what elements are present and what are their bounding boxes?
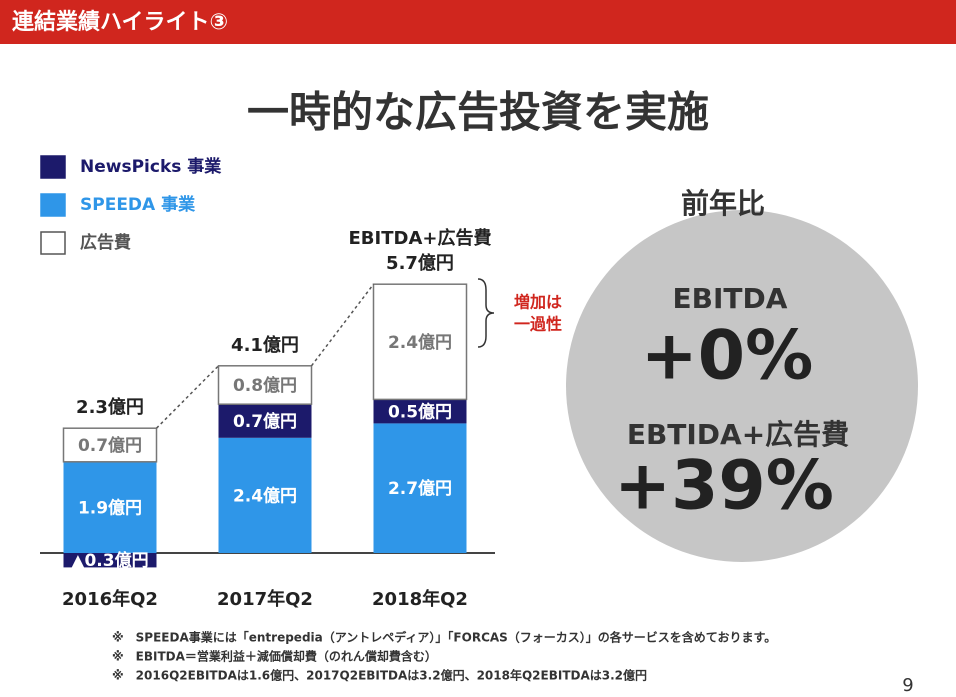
bar-segment [62, 427, 158, 463]
annotation: 一過性 [514, 315, 562, 334]
value-label: 0.7億円 [233, 411, 297, 432]
bar-segment [63, 461, 157, 553]
bar-segment [372, 283, 468, 401]
value-label: ▲0.3億円 [71, 550, 148, 571]
bracket [477, 278, 495, 348]
value-label: 2.4億円 [233, 485, 297, 506]
legend-swatch [40, 193, 66, 217]
footnote: ※ SPEEDA事業には「entrepedia（アントレペディア）」「FORCA… [112, 630, 776, 645]
header-title: 連結業績ハイライト③ [12, 9, 228, 35]
value-label: 0.7億円 [78, 435, 142, 456]
legend-label: NewsPicks 事業 [80, 156, 221, 177]
comparison-label: EBTIDA+広告費 [627, 418, 849, 451]
total-note: EBITDA+広告費 [349, 227, 492, 249]
bar-segment [63, 553, 157, 568]
footnote: ※ EBITDA＝営業利益＋減価償却費（のれん償却費含む） [112, 649, 437, 664]
total-label: 5.7億円 [386, 252, 454, 274]
footnote: ※ 2016Q2EBITDAは1.6億円、2017Q2EBITDAは3.2億円、… [112, 668, 647, 683]
comparison-value: +39% [614, 447, 834, 526]
connector [155, 365, 220, 429]
bar-segment [373, 423, 467, 553]
bar-segment [218, 437, 312, 553]
x-tick-label: 2016年Q2 [62, 588, 158, 610]
value-label: 1.9億円 [78, 497, 142, 518]
bar-segment [218, 404, 312, 438]
value-label: 0.5億円 [388, 401, 452, 422]
total-label: 2.3億円 [76, 396, 144, 418]
legend-swatch [40, 231, 66, 255]
bar-segment [373, 399, 467, 424]
connector [310, 283, 375, 367]
value-label: 0.8億円 [233, 375, 297, 396]
x-tick-label: 2018年Q2 [372, 588, 468, 610]
legend-label: SPEEDA 事業 [80, 194, 195, 215]
comparison-circle [566, 210, 918, 562]
comparison-value: +0% [641, 317, 813, 396]
annotation: 増加は [514, 293, 562, 312]
legend-swatch [40, 155, 66, 179]
value-label: 2.7億円 [388, 478, 452, 499]
value-label: 2.4億円 [388, 332, 452, 353]
legend-label: 広告費 [80, 232, 131, 253]
comparison-title: 前年比 [681, 187, 765, 220]
total-label: 4.1億円 [231, 334, 299, 356]
comparison-label: EBITDA [673, 282, 788, 315]
bar-segment [217, 365, 313, 405]
main-title: 一時的な広告投資を実施 [247, 88, 709, 137]
header-bar [0, 0, 956, 44]
x-tick-label: 2017年Q2 [217, 588, 313, 610]
page-number: 9 [902, 675, 913, 696]
